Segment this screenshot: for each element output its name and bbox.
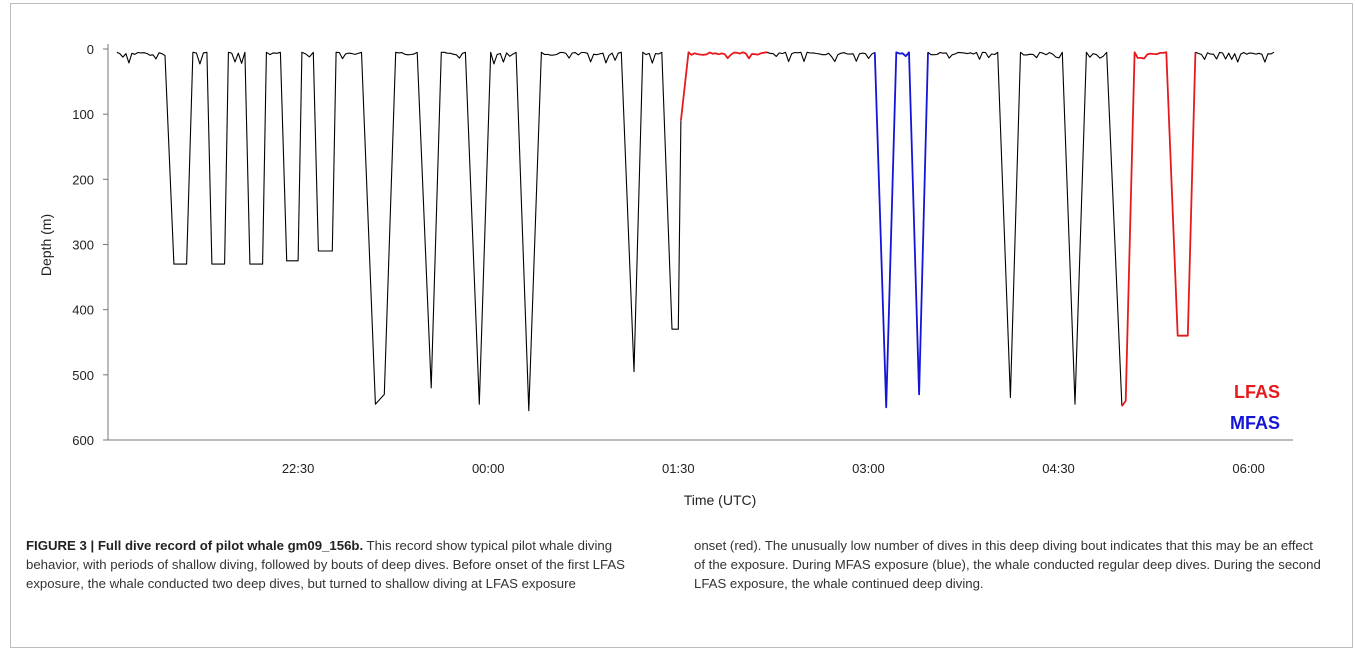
series-line-baseline-0 [116, 51, 682, 412]
caption-column-left: FIGURE 3 | Full dive record of pilot wha… [26, 536, 654, 593]
x-axis-title: Time (UTC) [684, 492, 757, 508]
x-tick-label: 06:00 [1232, 461, 1265, 476]
figure-frame [10, 3, 1353, 648]
y-tick-label: 0 [87, 42, 94, 57]
series-line-lfas-5 [1121, 51, 1197, 407]
dive-depth-chart: 0 100 200 300 400 500 600 22:30 00:00 01:30 03:00… [38, 42, 1293, 508]
caption-column-right: onset (red). The unusually low number of… [694, 536, 1322, 593]
caption-text-right: onset (red). The unusually low number of… [694, 538, 1321, 591]
y-tick-label: 600 [72, 433, 94, 448]
chart-axes [103, 44, 1293, 441]
y-tick-label: 200 [72, 172, 94, 187]
y-axis-title: Depth (m) [38, 214, 54, 276]
series-line-baseline-2 [766, 51, 876, 63]
dive-profile-series [116, 51, 1275, 412]
series-line-mfas-3 [873, 51, 929, 409]
x-tick-label: 00:00 [472, 461, 505, 476]
y-tick-label: 400 [72, 303, 94, 318]
caption-label: FIGURE 3 | Full dive record of pilot wha… [26, 538, 364, 553]
x-tick-labels: 22:30 00:00 01:30 03:00 04:30 06:00 [282, 461, 1265, 476]
series-line-baseline-4 [927, 51, 1123, 407]
figure-caption: FIGURE 3 | Full dive record of pilot wha… [26, 536, 1326, 593]
caption-text-left: This record show typical pilot whale div… [26, 538, 625, 591]
x-tick-label: 04:30 [1042, 461, 1075, 476]
x-tick-label: 01:30 [662, 461, 695, 476]
y-tick-label: 100 [72, 107, 94, 122]
y-tick-labels: 0 100 200 300 400 500 600 [72, 42, 94, 448]
x-tick-label: 03:00 [852, 461, 885, 476]
series-line-lfas-1 [680, 51, 768, 121]
series-line-baseline-6 [1195, 51, 1275, 63]
legend-lfas-label: LFAS [1234, 382, 1280, 402]
y-tick-label: 500 [72, 368, 94, 383]
y-tick-label: 300 [72, 238, 94, 253]
x-tick-label: 22:30 [282, 461, 315, 476]
legend-mfas-label: MFAS [1230, 413, 1280, 433]
